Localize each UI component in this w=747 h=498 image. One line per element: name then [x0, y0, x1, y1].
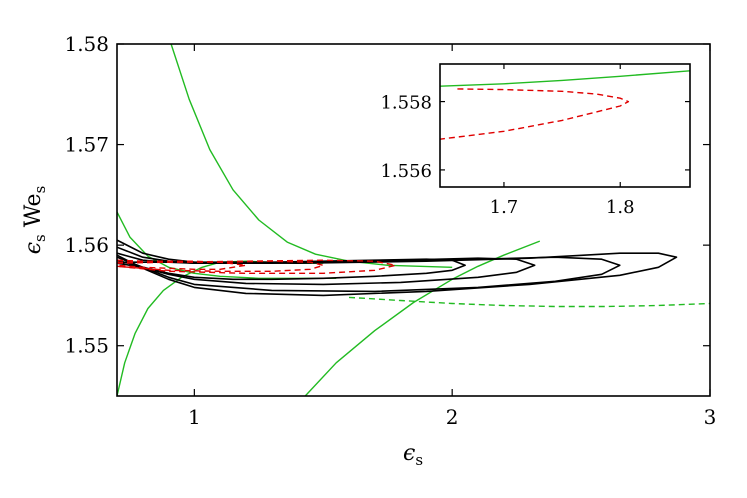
main-y-tick-label-1: 1.56 — [64, 233, 109, 257]
inset-y-tick-label-0: 1.556 — [380, 161, 432, 182]
inset-axis-ticks: 1.7 1.8 1.556 1.558 — [380, 64, 690, 218]
main-plot-series — [117, 44, 710, 396]
inset-y-tick-label-1: 1.558 — [380, 93, 432, 114]
inset-background — [440, 64, 690, 187]
inset-x-tick-label-0: 1.7 — [490, 197, 519, 218]
y-axis-label: ϵs Wes — [21, 186, 49, 255]
main-y-tick-label-2: 1.57 — [64, 133, 109, 157]
x-axis-label: ϵs — [403, 441, 423, 469]
inset-plot-series — [440, 70, 690, 140]
inset-plot-frame — [439, 63, 691, 188]
main-plot-frame — [116, 43, 711, 397]
main-series-green-dashed-4 — [348, 296, 710, 308]
main-y-tick-label-3: 1.58 — [64, 32, 109, 56]
main-series-black-solid-7 — [117, 246, 621, 293]
main-series-green-solid-3 — [304, 240, 541, 396]
main-y-tick-label-0: 1.55 — [64, 334, 109, 358]
inset-x-tick-label-1: 1.8 — [606, 197, 635, 218]
main-series-green-solid-0 — [170, 44, 453, 268]
main-x-tick-label-2: 3 — [704, 405, 717, 429]
main-series-red-dashed-9 — [117, 259, 247, 270]
inset-series-red-dashed-1 — [440, 88, 630, 140]
main-series-red-dashed-11 — [117, 259, 397, 274]
main-x-tick-label-0: 1 — [188, 405, 201, 429]
inset-series-green-solid-0 — [440, 70, 690, 87]
main-axis-ticks: 1 2 3 1.55 1.56 1.57 1.58 — [64, 32, 716, 429]
main-x-tick-label-1: 2 — [446, 405, 459, 429]
